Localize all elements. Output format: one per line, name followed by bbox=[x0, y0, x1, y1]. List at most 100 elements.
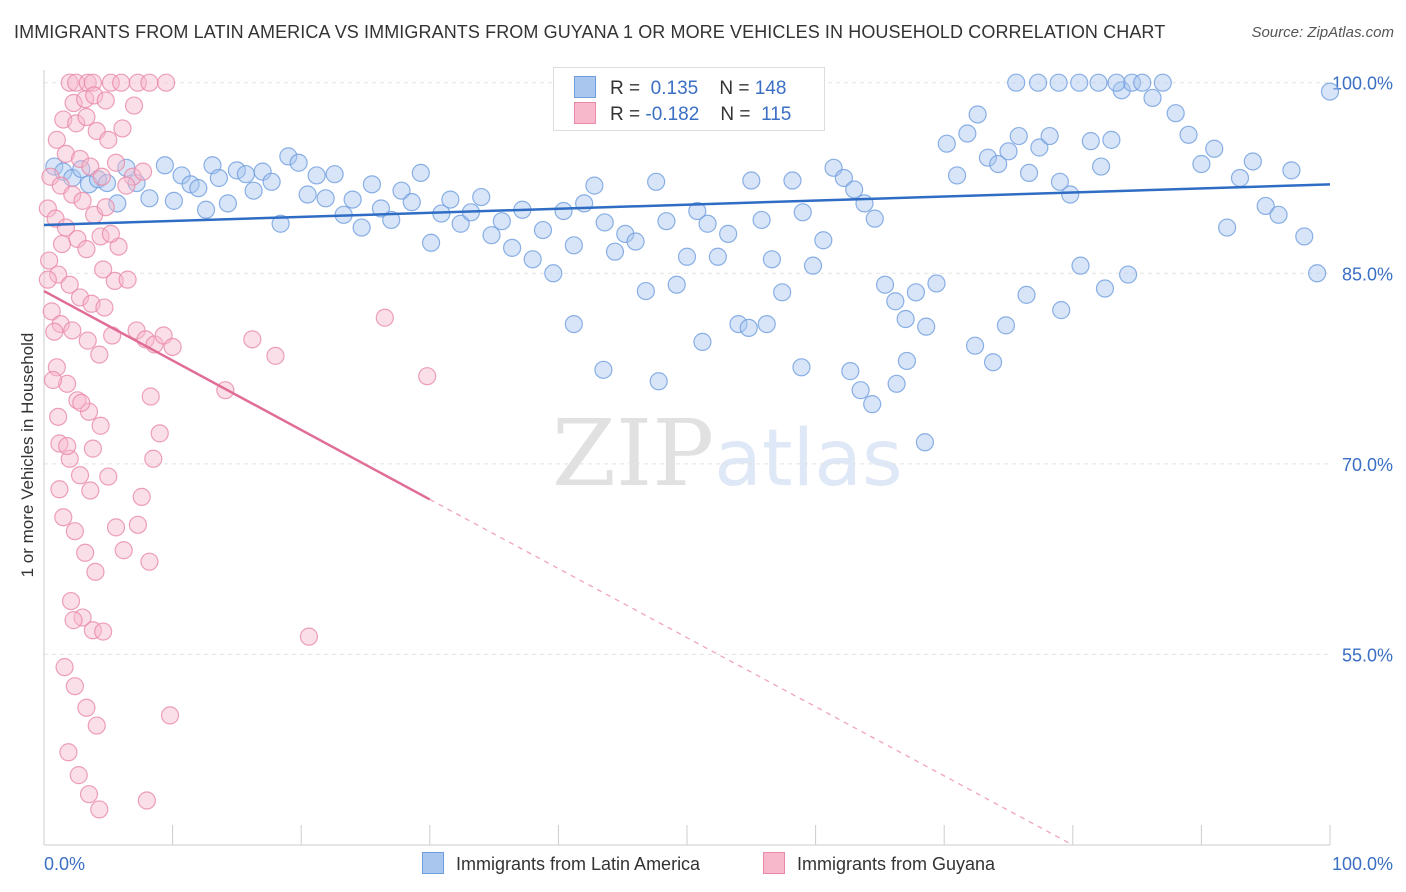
latin-america-point bbox=[108, 194, 127, 213]
latin-america-point bbox=[533, 220, 553, 240]
latin-america-point bbox=[636, 281, 655, 301]
latin-america-point bbox=[1153, 73, 1172, 92]
y-axis-label: 1 or more Vehicles in Household bbox=[18, 332, 37, 578]
latin-america-point bbox=[719, 224, 738, 243]
guyana-point bbox=[101, 224, 120, 243]
latin-america-point bbox=[1091, 157, 1111, 176]
guyana-point bbox=[124, 96, 144, 115]
latin-america-point bbox=[649, 372, 668, 391]
latin-america-point bbox=[325, 165, 344, 184]
latin-america-point bbox=[472, 187, 491, 207]
guyana-point bbox=[94, 622, 113, 641]
guyana-point bbox=[133, 162, 153, 181]
latin-america-point bbox=[897, 351, 917, 371]
guyana-point bbox=[105, 271, 124, 291]
guyana-point bbox=[72, 393, 91, 412]
latin-america-point bbox=[1052, 301, 1071, 320]
latin-america-point bbox=[1179, 125, 1198, 144]
latin-america-point bbox=[236, 165, 256, 184]
guyana-point bbox=[299, 627, 319, 646]
latin-america-point bbox=[1143, 88, 1162, 108]
latin-america-point bbox=[227, 161, 246, 180]
guyana-point bbox=[60, 73, 79, 92]
guyana-point bbox=[38, 270, 57, 289]
latin-america-point bbox=[279, 147, 298, 166]
latin-america-point bbox=[352, 218, 371, 237]
guyana-point bbox=[78, 331, 97, 350]
latin-america-point bbox=[762, 250, 781, 269]
latin-america-point bbox=[915, 433, 935, 452]
latin-america-point bbox=[667, 275, 686, 294]
guyana-point bbox=[58, 436, 77, 456]
latin-america-point bbox=[937, 134, 956, 153]
guyana-point bbox=[112, 73, 131, 92]
guyana-point bbox=[47, 130, 66, 149]
latin-america-point bbox=[688, 201, 707, 221]
latin-america-point bbox=[906, 283, 926, 302]
guyana-point bbox=[90, 800, 109, 819]
guyana-point bbox=[70, 466, 90, 485]
latin-america-point bbox=[657, 212, 676, 231]
latin-america-point bbox=[441, 190, 460, 209]
latin-america-point bbox=[1095, 279, 1115, 298]
chart-title: IMMIGRANTS FROM LATIN AMERICA VS IMMIGRA… bbox=[14, 22, 1166, 42]
bottom-legend-label-guyana: Immigrants from Guyana bbox=[797, 854, 996, 874]
latin-america-point bbox=[1308, 264, 1327, 283]
guyana-point bbox=[141, 387, 160, 406]
latin-america-point bbox=[411, 163, 430, 183]
latin-america-point bbox=[298, 185, 317, 204]
guyana-point bbox=[77, 698, 96, 717]
latin-america-point bbox=[752, 210, 771, 230]
latin-america-point bbox=[253, 162, 272, 181]
latin-america-point bbox=[595, 213, 614, 232]
guyana-point bbox=[42, 302, 61, 321]
guyana-point bbox=[81, 157, 100, 176]
latin-america-point bbox=[585, 176, 604, 195]
latin-america-trendline bbox=[43, 183, 1331, 227]
latin-america-point bbox=[1102, 130, 1121, 149]
latin-america-point bbox=[793, 203, 812, 222]
guyana-point bbox=[59, 743, 78, 762]
guyana-point bbox=[73, 191, 92, 210]
guyana-point bbox=[243, 330, 262, 349]
guyana-point bbox=[96, 91, 115, 110]
guyana-point bbox=[67, 114, 86, 133]
bottom-legend-swatch-latin-america bbox=[422, 852, 444, 874]
latin-america-point bbox=[45, 157, 64, 176]
guyana-point bbox=[157, 73, 176, 92]
legend-swatch-guyana bbox=[574, 102, 596, 124]
latin-america-point bbox=[968, 105, 987, 124]
guyana-point bbox=[140, 73, 159, 92]
legend-row-latin-america: R = 0.135 N = 148 bbox=[574, 76, 786, 100]
latin-america-point bbox=[594, 360, 613, 379]
guyana-point bbox=[64, 611, 83, 630]
guyana-point bbox=[266, 346, 285, 365]
latin-america-point bbox=[140, 189, 159, 208]
latin-america-point bbox=[865, 209, 884, 228]
latin-america-point bbox=[371, 199, 391, 218]
guyana-point bbox=[65, 677, 84, 696]
guyana-point bbox=[128, 515, 147, 534]
guyana-point bbox=[77, 107, 96, 127]
latin-america-point bbox=[1230, 168, 1250, 188]
guyana-point bbox=[86, 562, 105, 581]
legend-r-value-latin-america: 0.135 bbox=[650, 78, 699, 99]
guyana-point bbox=[106, 153, 126, 172]
guyana-point bbox=[70, 149, 90, 169]
guyana-point bbox=[76, 90, 95, 109]
latin-america-point bbox=[503, 238, 522, 257]
latin-america-point bbox=[1070, 73, 1089, 92]
latin-america-point bbox=[1081, 132, 1100, 151]
latin-america-point bbox=[564, 314, 583, 334]
guyana-point bbox=[418, 367, 437, 386]
latin-america-point bbox=[729, 314, 748, 334]
latin-america-point bbox=[189, 179, 208, 198]
latin-america-point bbox=[451, 214, 470, 233]
guyana-point bbox=[64, 93, 83, 113]
guyana-trendline bbox=[43, 289, 431, 501]
latin-america-point bbox=[851, 381, 870, 400]
guyana-point bbox=[85, 86, 104, 105]
latin-america-point bbox=[1089, 73, 1108, 92]
latin-america-point bbox=[564, 236, 583, 255]
guyana-point bbox=[375, 308, 394, 327]
